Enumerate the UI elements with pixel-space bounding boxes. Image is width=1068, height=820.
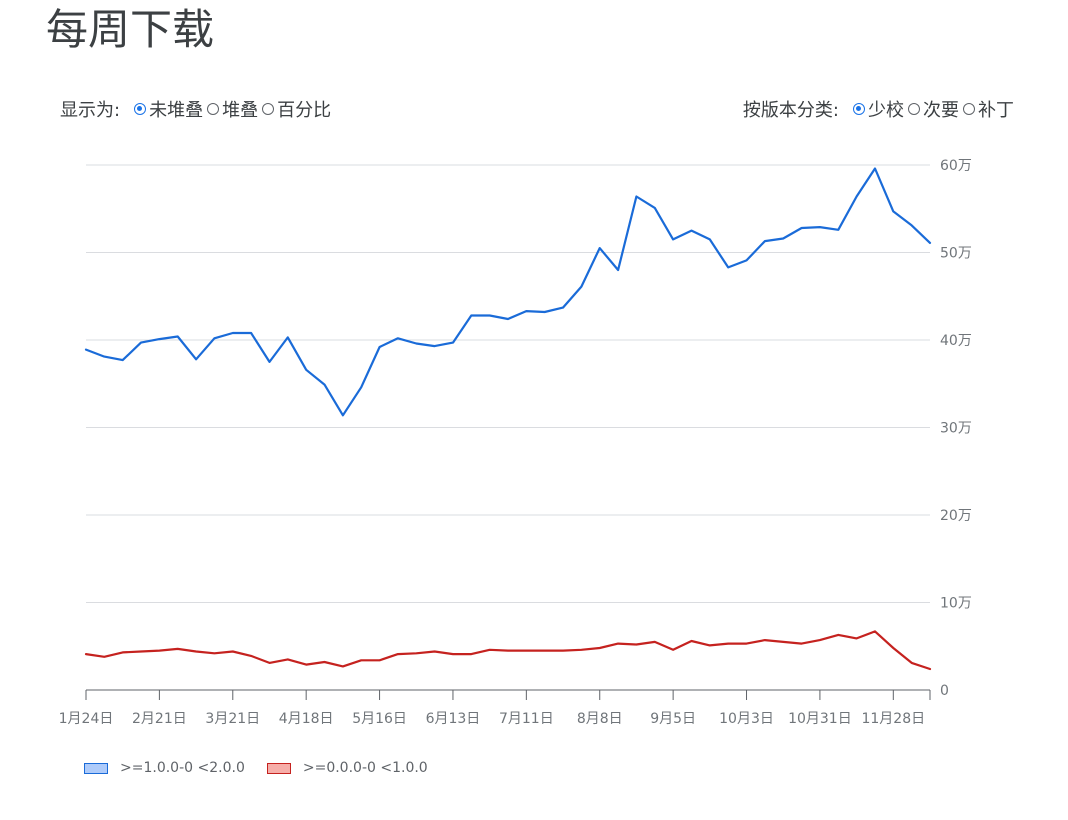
legend-swatch-series-2: [266, 762, 291, 774]
x-tick-label: 11月28日: [861, 711, 925, 727]
legend-label-series-2: >=0.0.0-0 <1.0.0: [302, 760, 428, 776]
y-tick-label: 20万: [940, 508, 972, 524]
classify-option-minor[interactable]: 次要: [908, 96, 959, 122]
series-line-2: [84, 630, 932, 671]
radio-stacked[interactable]: [207, 103, 220, 115]
classify-option-major-label: 少校: [868, 100, 904, 121]
x-tick-label: 4月18日: [279, 711, 334, 727]
radio-unstacked[interactable]: [134, 103, 147, 115]
legend-label-series-1: >=1.0.0-0 <2.0.0: [120, 760, 245, 776]
classify-option-patch[interactable]: 补丁: [963, 96, 1014, 122]
display-option-unstacked[interactable]: 未堆叠: [134, 96, 203, 122]
x-tick-label: 7月11日: [499, 711, 554, 727]
page-title: 每周下载: [46, 5, 215, 54]
classify-control: 按版本分类: 少校 次要 补丁: [743, 96, 1018, 122]
y-tick-label: 0: [940, 683, 949, 699]
classify-option-patch-label: 补丁: [978, 100, 1014, 121]
display-option-stacked[interactable]: 堆叠: [207, 96, 258, 122]
y-tick-label: 10万: [940, 596, 972, 612]
display-option-percentage[interactable]: 百分比: [262, 96, 331, 122]
display-option-stacked-label: 堆叠: [222, 100, 259, 121]
display-option-unstacked-label: 未堆叠: [149, 100, 204, 121]
radio-major[interactable]: [853, 103, 865, 115]
y-tick-label: 30万: [940, 421, 972, 437]
radio-percentage[interactable]: [262, 103, 275, 115]
x-tick-label: 3月21日: [205, 711, 260, 727]
radio-patch[interactable]: [963, 103, 975, 115]
y-tick-label: 50万: [940, 246, 972, 262]
x-tick-label: 9月5日: [650, 711, 696, 727]
x-tick-label: 5月16日: [352, 711, 407, 727]
y-tick-label: 40万: [940, 333, 972, 349]
x-tick-label: 10月3日: [719, 711, 774, 727]
chart-legend: >=1.0.0-0 <2.0.0 >=0.0.0-0 <1.0.0: [84, 760, 450, 776]
display-option-percentage-label: 百分比: [277, 100, 332, 121]
x-tick-label: 2月21日: [132, 711, 187, 727]
legend-swatch-series-1: [84, 762, 108, 774]
x-tick-label: 6月13日: [426, 711, 481, 727]
display-mode-control: 显示为: 未堆叠 堆叠 百分比: [60, 96, 335, 122]
legend-item-series-2[interactable]: >=0.0.0-0 <1.0.0: [266, 760, 428, 776]
classify-option-major[interactable]: 少校: [853, 96, 904, 122]
x-tick-label: 1月24日: [59, 711, 114, 727]
weekly-downloads-chart: 0 10万 20万 30万 40万 50万 60万 1月24日 2月21日 3月21日 4月18日 5…: [59, 158, 972, 727]
x-tick-label: 10月31日: [788, 711, 852, 727]
legend-item-series-1[interactable]: >=1.0.0-0 <2.0.0: [84, 760, 245, 776]
display-mode-label: 显示为:: [60, 100, 121, 121]
series-line-1: [84, 167, 932, 417]
x-tick-label: 8月8日: [577, 711, 623, 727]
y-tick-label: 60万: [940, 158, 972, 174]
radio-minor[interactable]: [908, 103, 920, 115]
classify-option-minor-label: 次要: [923, 100, 959, 121]
classify-label: 按版本分类:: [742, 100, 839, 121]
